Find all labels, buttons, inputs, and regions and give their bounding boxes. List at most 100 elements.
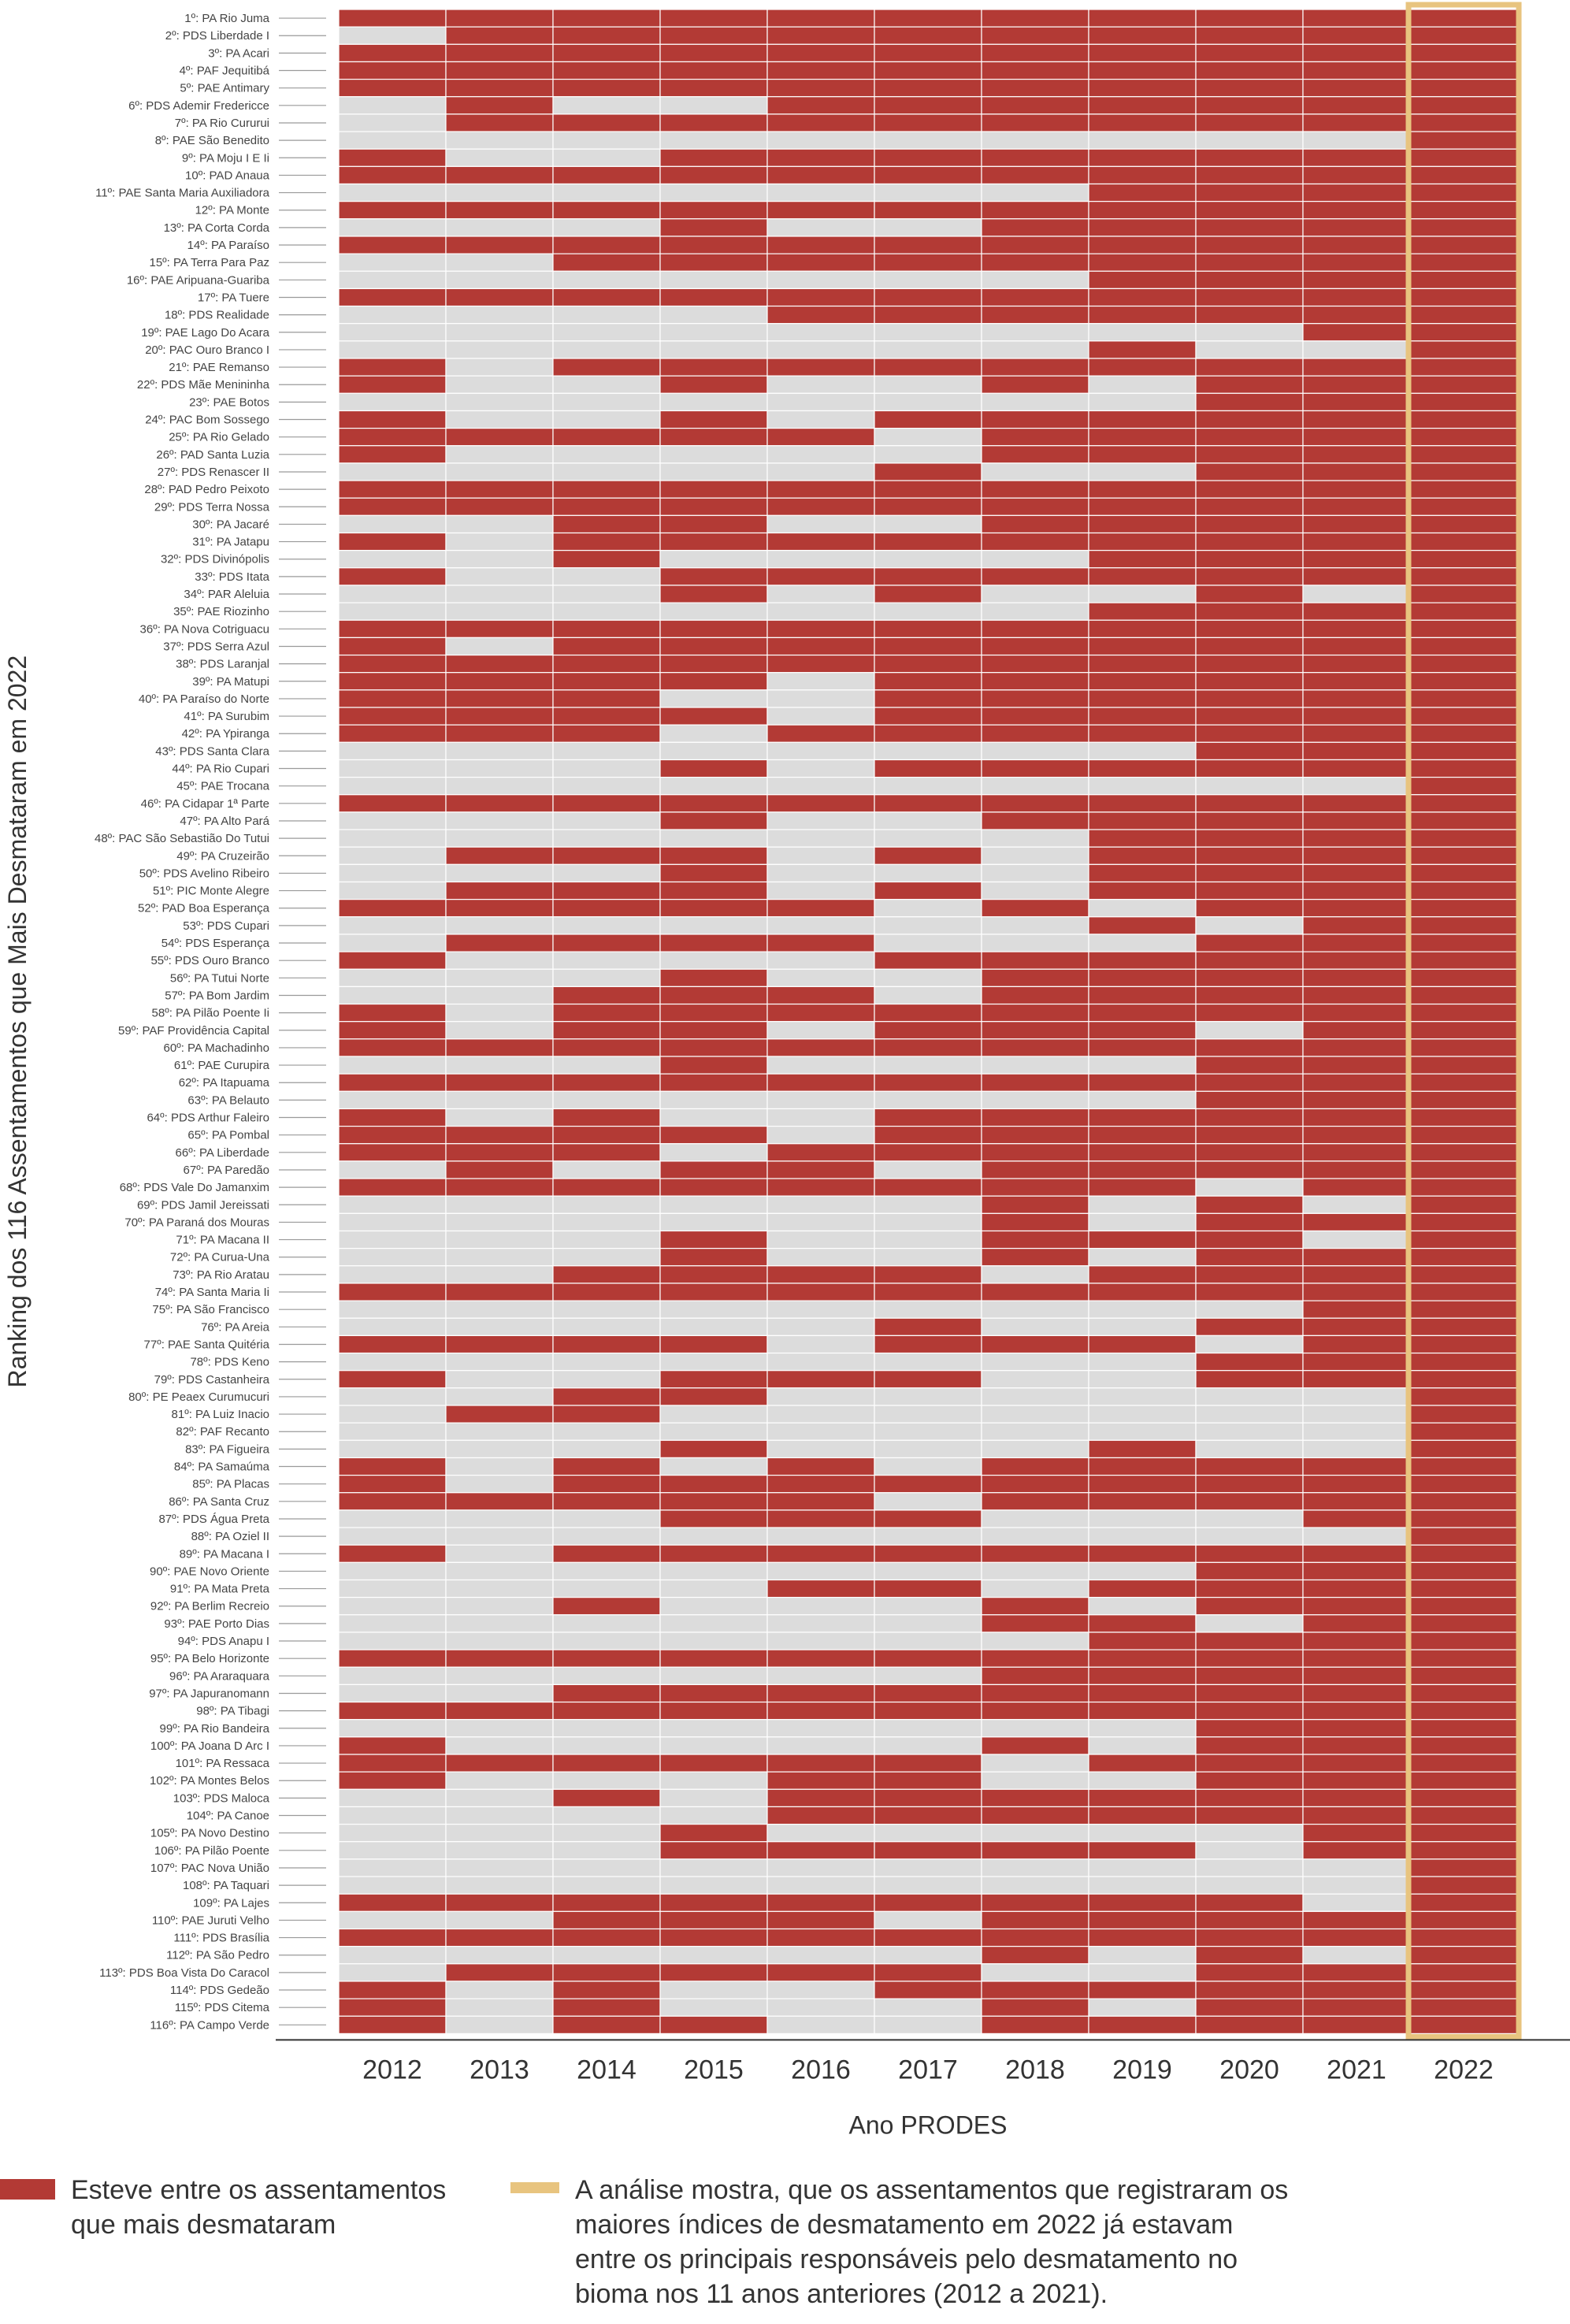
- cell-active: [1088, 532, 1197, 551]
- cell-inactive: [552, 1317, 661, 1336]
- cell-active: [1195, 1090, 1304, 1110]
- cell-active: [766, 201, 875, 220]
- cell-active: [659, 1841, 768, 1860]
- cell-active: [338, 1370, 447, 1389]
- cell-active: [1409, 1928, 1518, 1947]
- row-label: 46º: PA Cidapar 1ª Parte: [141, 797, 269, 811]
- cell-active: [874, 637, 982, 656]
- cell-inactive: [1088, 1561, 1197, 1581]
- cell-active: [1302, 1981, 1411, 1999]
- cell-active: [552, 9, 661, 28]
- cell-inactive: [445, 1806, 554, 1825]
- cell-active: [981, 1998, 1089, 2017]
- cell-active: [445, 427, 554, 447]
- cell-active: [659, 61, 768, 80]
- cell-inactive: [981, 550, 1089, 569]
- cell-active: [1409, 9, 1518, 28]
- cell-active: [1088, 9, 1197, 28]
- cell-active: [1409, 61, 1518, 80]
- cell-inactive: [1195, 1387, 1304, 1406]
- cell-active: [1409, 1649, 1518, 1668]
- cell-active: [874, 1178, 982, 1197]
- cell-inactive: [445, 340, 554, 359]
- year-label: 2022: [1434, 2055, 1494, 2085]
- row-label: 106º: PA Pilão Poente: [154, 1844, 269, 1858]
- cell-active: [874, 165, 982, 185]
- cell-active: [766, 1684, 875, 1703]
- cell-inactive: [1088, 1300, 1197, 1319]
- cell-active: [1195, 1108, 1304, 1127]
- cell-active: [1409, 1422, 1518, 1441]
- row-label: 107º: PAC Nova União: [150, 1862, 269, 1875]
- cell-active: [338, 410, 447, 429]
- cell-active: [1088, 759, 1197, 778]
- cell-active: [1088, 201, 1197, 220]
- cell-active: [1302, 1666, 1411, 1685]
- cell-inactive: [659, 1579, 768, 1598]
- cell-inactive: [1302, 1387, 1411, 1406]
- cell-inactive: [1088, 1597, 1197, 1616]
- cell-inactive: [659, 1108, 768, 1127]
- cell-active: [338, 288, 447, 307]
- cell-inactive: [1302, 1946, 1411, 1965]
- row-label: 56º: PA Tutui Norte: [170, 971, 269, 985]
- cell-inactive: [981, 340, 1089, 359]
- cell-active: [1088, 1283, 1197, 1301]
- cell-inactive: [874, 1422, 982, 1441]
- cell-inactive: [552, 1771, 661, 1790]
- cell-active: [445, 794, 554, 813]
- cell-active: [1195, 480, 1304, 499]
- cell-active: [1195, 183, 1304, 202]
- row-label: 22º: PDS Mãe Menininha: [137, 378, 270, 392]
- cell-active: [1088, 1579, 1197, 1598]
- cell-active: [981, 1910, 1089, 1930]
- cell-inactive: [659, 1632, 768, 1650]
- cell-active: [1195, 1195, 1304, 1214]
- cell-active: [338, 619, 447, 638]
- cell-active: [1195, 1492, 1304, 1511]
- cell-active: [874, 1544, 982, 1563]
- row-label: 64º: PDS Arthur Faleiro: [147, 1112, 269, 1125]
- cell-active: [659, 1684, 768, 1703]
- cell-inactive: [766, 1335, 875, 1354]
- cell-inactive: [338, 1317, 447, 1336]
- cell-active: [874, 305, 982, 325]
- cell-active: [659, 672, 768, 691]
- cell-active: [1302, 881, 1411, 900]
- row-label: 91º: PA Mata Preta: [170, 1583, 270, 1596]
- cell-active: [874, 410, 982, 429]
- row-label: 80º: PE Peaex Curumucuri: [128, 1390, 269, 1404]
- cell-inactive: [552, 759, 661, 778]
- cell-active: [338, 497, 447, 516]
- cell-active: [338, 358, 447, 377]
- cell-active: [1409, 1317, 1518, 1336]
- cell-inactive: [874, 1614, 982, 1633]
- row-label: 23º: PAE Botos: [189, 395, 269, 409]
- cell-active: [766, 899, 875, 918]
- cell-active: [552, 1387, 661, 1406]
- cell-active: [1088, 567, 1197, 586]
- cell-inactive: [1088, 741, 1197, 761]
- cell-active: [1409, 881, 1518, 900]
- cell-inactive: [338, 96, 447, 115]
- cell-active: [1409, 236, 1518, 254]
- cell-inactive: [445, 811, 554, 830]
- cell-active: [1195, 1806, 1304, 1825]
- cell-active: [659, 863, 768, 883]
- cell-active: [1409, 1300, 1518, 1319]
- cell-active: [1302, 236, 1411, 254]
- cell-active: [874, 1579, 982, 1598]
- cell-inactive: [338, 1300, 447, 1319]
- cell-active: [1088, 1910, 1197, 1930]
- cell-active: [1302, 410, 1411, 429]
- cell-active: [874, 26, 982, 45]
- cell-active: [1088, 968, 1197, 987]
- cell-active: [1302, 1265, 1411, 1284]
- row-label: 111º: PDS Brasília: [173, 1932, 269, 1945]
- cell-inactive: [552, 1666, 661, 1685]
- cell-inactive: [338, 1160, 447, 1179]
- row-label: 63º: PA Belauto: [187, 1093, 269, 1107]
- cell-inactive: [766, 707, 875, 726]
- cell-active: [1195, 2015, 1304, 2034]
- cell-active: [766, 794, 875, 813]
